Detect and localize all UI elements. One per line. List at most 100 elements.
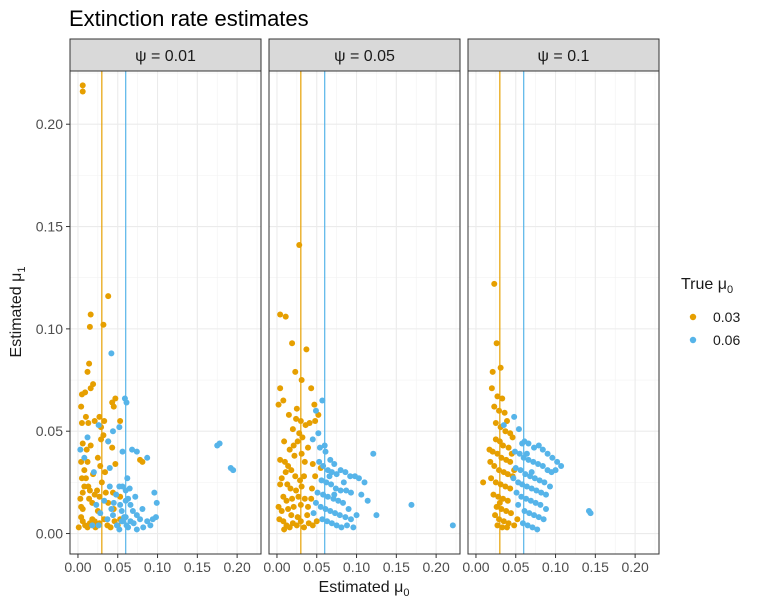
- facet-strip-label: ψ = 0.1: [538, 48, 590, 65]
- data-point: [348, 516, 354, 522]
- data-point: [95, 455, 101, 461]
- data-point: [519, 440, 525, 446]
- data-point: [350, 524, 356, 530]
- data-point: [346, 506, 352, 512]
- data-point: [77, 447, 83, 453]
- data-point: [311, 402, 317, 408]
- facet-panel-3: ψ = 0.1: [468, 39, 659, 554]
- data-point: [101, 418, 107, 424]
- data-point: [588, 510, 594, 516]
- data-point: [107, 483, 113, 489]
- data-point: [328, 481, 334, 487]
- data-point: [290, 426, 296, 432]
- data-point: [125, 496, 131, 502]
- facet-strip-label: ψ = 0.05: [334, 48, 395, 65]
- data-point: [116, 424, 122, 430]
- data-point: [373, 512, 379, 518]
- data-point: [510, 434, 516, 440]
- data-point: [358, 492, 364, 498]
- legend-title-subscript: 0: [727, 284, 733, 296]
- data-point: [492, 512, 498, 518]
- data-point: [514, 516, 520, 522]
- x-tick-label: 0.00: [64, 559, 91, 575]
- y-tick-label: 0.20: [36, 116, 63, 132]
- data-point: [147, 522, 153, 528]
- facet-strip-label: ψ = 0.01: [135, 48, 196, 65]
- x-axis-1: 0.00 0.05 0.10 0.15 0.20: [64, 554, 251, 575]
- data-point: [292, 369, 298, 375]
- data-point: [311, 510, 317, 516]
- x-tick-label: 0.05: [104, 559, 131, 575]
- data-point: [78, 404, 84, 410]
- data-point: [493, 420, 499, 426]
- data-point: [108, 506, 114, 512]
- data-point: [88, 385, 94, 391]
- data-point: [100, 322, 106, 328]
- data-point: [511, 522, 517, 528]
- data-point: [105, 293, 111, 299]
- data-point: [322, 443, 328, 449]
- data-point: [285, 506, 291, 512]
- data-point: [497, 500, 503, 506]
- data-point: [286, 412, 292, 418]
- x-tick-label: 0.00: [263, 559, 290, 575]
- data-point: [331, 461, 337, 467]
- data-point: [365, 498, 371, 504]
- y-axis-title-subscript: 1: [16, 267, 28, 273]
- data-point: [81, 483, 87, 489]
- data-point: [120, 518, 126, 524]
- data-point: [316, 459, 322, 465]
- data-point: [299, 377, 305, 383]
- data-point: [76, 524, 82, 530]
- data-point: [80, 440, 86, 446]
- data-point: [308, 496, 314, 502]
- data-point: [486, 447, 492, 453]
- data-point: [540, 463, 546, 469]
- x-axis-2: 0.00 0.05 0.10 0.15 0.20: [263, 554, 450, 575]
- data-point: [529, 469, 535, 475]
- panel-background: [70, 71, 261, 554]
- data-point: [96, 414, 102, 420]
- data-point: [508, 510, 514, 516]
- data-point: [131, 520, 137, 526]
- data-point: [85, 369, 91, 375]
- data-point: [301, 524, 307, 530]
- data-point: [113, 492, 119, 498]
- x-tick-label: 0.10: [144, 559, 171, 575]
- data-point: [288, 467, 294, 473]
- data-point: [295, 514, 301, 520]
- x-axis-title-subscript: 0: [403, 587, 409, 599]
- data-point: [88, 443, 94, 449]
- data-point: [341, 479, 347, 485]
- facet-panels: ψ = 0.01 ψ = 0.05 ψ = 0.1: [70, 39, 659, 554]
- data-point: [294, 406, 300, 412]
- x-tick-label: 0.05: [303, 559, 330, 575]
- data-point: [277, 312, 283, 318]
- data-point: [104, 516, 110, 522]
- data-point: [96, 494, 102, 500]
- x-axis-title-text: Estimated μ: [319, 579, 404, 596]
- data-point: [93, 502, 99, 508]
- data-point: [540, 447, 546, 453]
- data-point: [505, 498, 511, 504]
- data-point: [545, 451, 551, 457]
- data-point: [80, 490, 86, 496]
- data-point: [89, 522, 95, 528]
- x-axis-3: 0.00 0.05 0.10 0.15 0.20: [462, 554, 649, 575]
- data-point: [111, 500, 117, 506]
- data-point: [287, 447, 293, 453]
- data-point: [480, 479, 486, 485]
- data-point: [498, 365, 504, 371]
- data-point: [153, 514, 159, 520]
- data-point: [496, 408, 502, 414]
- data-point: [502, 410, 508, 416]
- x-tick-label: 0.05: [502, 559, 529, 575]
- data-point: [283, 469, 289, 475]
- data-point: [102, 469, 108, 475]
- data-point: [277, 385, 283, 391]
- data-point: [116, 526, 122, 532]
- data-point: [80, 88, 86, 94]
- data-point: [342, 469, 348, 475]
- data-point: [86, 361, 92, 367]
- x-tick-label: 0.00: [462, 559, 489, 575]
